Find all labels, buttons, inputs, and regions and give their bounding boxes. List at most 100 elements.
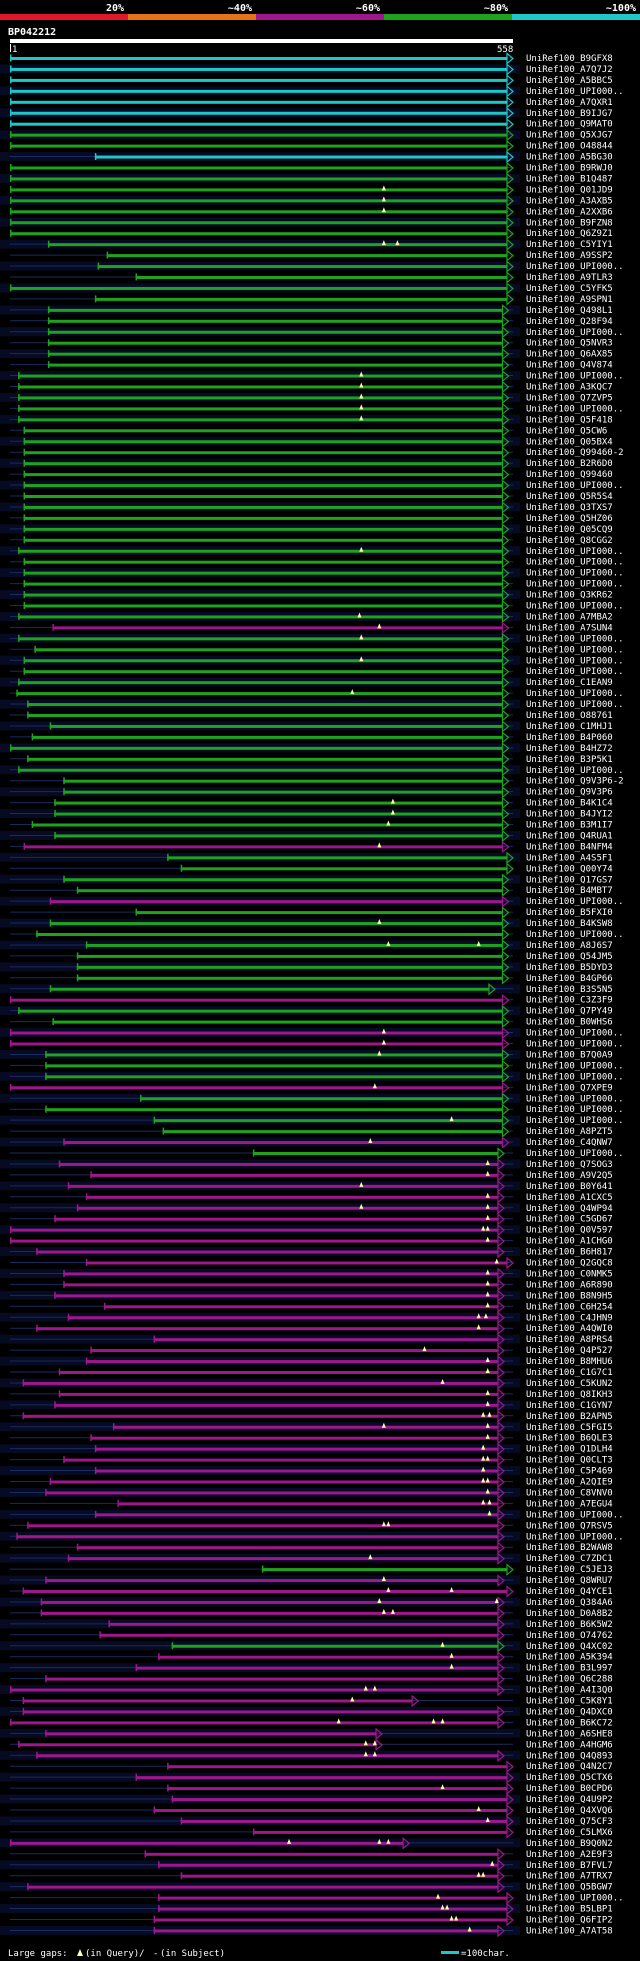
- hit-bar: [10, 1042, 503, 1046]
- hit-start-tick: [135, 273, 138, 281]
- hit-bar: [117, 1502, 498, 1506]
- gaps-query-label: (in Query)/: [85, 1949, 145, 1959]
- hit-end-arrow-icon: [497, 1541, 505, 1554]
- hit-start-tick: [54, 1401, 56, 1409]
- hit-label: UniRef100_UPI000..: [526, 602, 624, 612]
- hit-bar: [158, 1863, 498, 1867]
- hit-bar: [171, 1644, 498, 1648]
- hit-bar: [18, 374, 503, 378]
- hit-end-arrow-icon: [497, 1420, 505, 1434]
- hit-end-arrow-icon: [497, 1289, 505, 1303]
- hit-end-arrow-icon: [506, 227, 514, 240]
- hit-start-tick: [76, 974, 79, 982]
- query-gap-marker-icon: [381, 207, 386, 213]
- hit-end-arrow-icon: [506, 63, 514, 76]
- hit-bar: [31, 735, 503, 739]
- hit-start-tick: [85, 1193, 88, 1201]
- hit-end-arrow-icon: [501, 873, 510, 887]
- hit-bar: [45, 1579, 498, 1583]
- query-gap-marker-icon: [449, 1915, 454, 1921]
- hit-start-tick: [18, 612, 20, 620]
- hit-label: UniRef100_C1G7C1: [526, 1368, 613, 1378]
- query-gap-marker-icon: [377, 842, 382, 848]
- hit-start-tick: [45, 1675, 47, 1683]
- hit-end-arrow-icon: [501, 325, 510, 339]
- hit-end-arrow-icon: [497, 1399, 505, 1412]
- hit-bar: [47, 319, 503, 323]
- query-gap-marker-icon: [481, 1444, 486, 1450]
- hit-start-tick: [94, 295, 97, 303]
- hit-label: UniRef100_Q4RUA1: [526, 831, 613, 841]
- hit-bar: [23, 505, 503, 509]
- hit-label: UniRef100_C4JHN9: [526, 1313, 613, 1323]
- hit-label: UniRef100_B3S5N5: [526, 985, 613, 995]
- hit-start-tick: [67, 1554, 70, 1562]
- hit-start-tick: [67, 1313, 70, 1321]
- hit-end-arrow-icon: [501, 304, 510, 317]
- hit-bar: [40, 1600, 498, 1604]
- query-gap-marker-icon: [445, 1904, 450, 1910]
- query-gap-marker-icon: [372, 1083, 377, 1089]
- hit-bar: [49, 922, 503, 926]
- hit-label: UniRef100_B0CPD6: [526, 1784, 613, 1794]
- hit-label: UniRef100_Q5HZ06: [526, 514, 613, 524]
- hit-end-arrow-icon: [506, 1902, 514, 1916]
- hit-start-tick: [153, 1916, 156, 1923]
- hit-bar: [58, 1392, 498, 1396]
- hit-bar: [10, 1688, 498, 1692]
- hit-end-arrow-icon: [501, 687, 510, 700]
- hit-label: UniRef100_Q4N2C7: [526, 1762, 613, 1772]
- hit-bar: [10, 67, 507, 71]
- hit-end-arrow-icon: [497, 1639, 505, 1653]
- hit-bar: [47, 243, 507, 247]
- hit-start-tick: [10, 164, 12, 171]
- hit-label: UniRef100_Q0CLT3: [526, 1456, 613, 1466]
- hit-end-arrow-icon: [501, 1004, 510, 1018]
- hit-end-arrow-icon: [506, 183, 514, 197]
- hit-label: UniRef100_A8PZT5: [526, 1127, 613, 1137]
- hit-bar: [23, 560, 503, 564]
- query-gap-marker-icon: [476, 1313, 481, 1319]
- query-end-label: 558: [497, 45, 513, 55]
- hit-bar: [34, 648, 503, 652]
- query-gap-marker-icon: [481, 1871, 486, 1877]
- hit-bar: [153, 1929, 498, 1933]
- hit-bar: [76, 965, 503, 969]
- hit-start-tick: [158, 1653, 160, 1661]
- hit-start-tick: [49, 985, 52, 993]
- hit-end-arrow-icon: [506, 139, 514, 153]
- hit-end-arrow-icon: [497, 1574, 505, 1587]
- hit-start-tick: [45, 1729, 47, 1737]
- hit-start-tick: [47, 306, 50, 314]
- hit-bar: [18, 1009, 503, 1013]
- hit-end-arrow-icon: [497, 1300, 505, 1314]
- hit-bar: [23, 604, 503, 608]
- query-gap-marker-icon: [485, 1280, 490, 1286]
- hit-label: UniRef100_Q4YCE1: [526, 1587, 613, 1597]
- hit-bar: [18, 418, 503, 422]
- hit-start-tick: [94, 1467, 97, 1475]
- hit-bar: [23, 582, 503, 586]
- hit-bar: [23, 593, 503, 597]
- hit-label: UniRef100_O48844: [526, 142, 613, 152]
- hit-label: UniRef100_UPI000..: [526, 1072, 624, 1082]
- hit-end-arrow-icon: [506, 1782, 514, 1795]
- hit-label: UniRef100_Q5NVR3: [526, 339, 613, 349]
- hit-end-arrow-icon: [497, 1234, 505, 1248]
- hit-bar: [47, 363, 503, 367]
- hit-start-tick: [54, 831, 56, 839]
- hit-bar: [36, 933, 503, 936]
- query-gap-marker-icon: [481, 1477, 486, 1483]
- hit-bar: [67, 1557, 498, 1561]
- hit-label: UniRef100_UPI000..: [526, 1040, 624, 1050]
- hit-start-tick: [10, 1839, 12, 1847]
- hit-start-tick: [27, 711, 29, 719]
- hit-end-arrow-icon: [497, 1661, 505, 1675]
- hit-start-tick: [22, 1707, 25, 1715]
- hit-start-tick: [10, 185, 12, 193]
- hit-bar: [45, 1732, 377, 1736]
- query-gap-marker-icon: [372, 1740, 377, 1746]
- scale-segment-3: [384, 14, 512, 20]
- query-gap-marker-icon: [494, 1258, 499, 1264]
- hit-bar: [10, 100, 507, 104]
